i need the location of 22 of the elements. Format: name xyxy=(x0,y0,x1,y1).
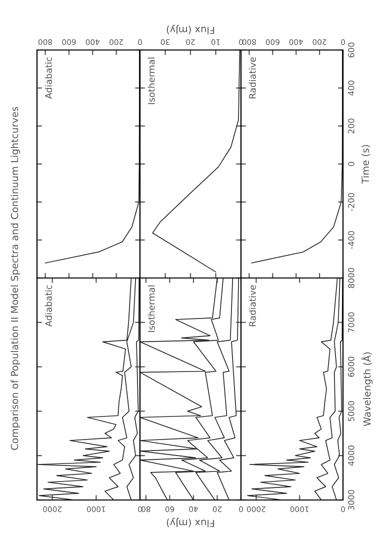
y-tick-label: 0 xyxy=(348,162,354,166)
x-axis-title: Flux (mJy) xyxy=(166,518,214,528)
y-tick-label: 8000 xyxy=(348,268,354,288)
annotation: Radiative xyxy=(248,285,256,326)
annotation: Isothermal xyxy=(148,286,155,332)
x-axis-title: Flux (mJy) xyxy=(166,24,214,34)
y-tick-label: -400 xyxy=(348,231,354,250)
annotation: Isothermal xyxy=(148,58,155,104)
annotation: Adiabatic xyxy=(44,57,52,99)
y-axis-title: Wavelength (Å) xyxy=(361,352,373,426)
y-tick-label: 4000 xyxy=(348,446,354,466)
y-tick-label: 5000 xyxy=(348,401,354,422)
text: Comparison of Population II Model Spectra and Continuum Lightcurves xyxy=(10,106,20,450)
y-tick-label: 200 xyxy=(348,118,354,134)
y-tick-label: -200 xyxy=(348,193,354,212)
y-tick-label: 7000 xyxy=(348,312,354,332)
annotation: Adiabatic xyxy=(44,285,52,327)
annotation: Radiative xyxy=(248,57,256,98)
y-tick-label: 3000 xyxy=(348,490,354,510)
y-tick-label: 6000 xyxy=(348,356,354,377)
y-tick-label: 400 xyxy=(348,80,354,96)
y-axis-title: Time (s) xyxy=(361,145,370,184)
